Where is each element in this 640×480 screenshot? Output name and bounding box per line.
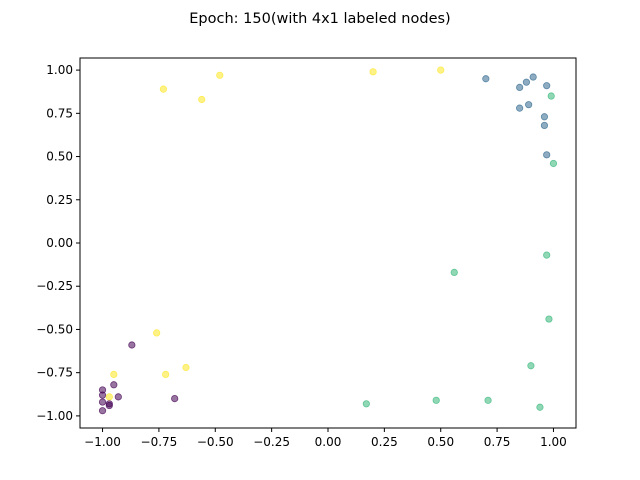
data-point: [171, 395, 179, 403]
x-tick-label: 0.75: [484, 435, 511, 449]
data-point: [543, 82, 551, 90]
data-point: [540, 121, 549, 130]
x-tick-label: 0.25: [371, 435, 398, 449]
data-point: [545, 315, 553, 323]
data-point: [98, 398, 107, 406]
data-point: [162, 370, 170, 379]
x-tick-label: −1.00: [84, 435, 121, 449]
data-point: [198, 95, 206, 104]
data-point: [105, 393, 113, 401]
data-point: [516, 104, 524, 112]
chart-title: Epoch: 150(with 4x1 labeled nodes): [189, 11, 450, 27]
data-point: [128, 341, 136, 349]
x-tick-label: −0.25: [253, 435, 290, 449]
x-tick-label: 0.00: [315, 435, 342, 449]
x-tick-label: 1.00: [540, 435, 567, 449]
x-tick-label: 0.50: [427, 435, 454, 449]
data-point: [182, 363, 190, 372]
y-tick-label: 0.50: [46, 150, 73, 164]
y-tick-label: −0.50: [36, 322, 73, 336]
data-point: [105, 401, 113, 410]
y-tick-label: −0.75: [36, 366, 73, 380]
data-point: [547, 92, 555, 100]
y-tick-label: −1.00: [36, 409, 73, 423]
data-point: [450, 268, 458, 276]
y-tick-label: 0.75: [46, 106, 73, 120]
y-tick-label: 1.00: [46, 63, 73, 77]
data-point: [482, 75, 490, 83]
data-point: [525, 101, 533, 109]
y-tick-label: 0.00: [46, 236, 73, 250]
data-point: [369, 68, 377, 76]
data-point: [362, 400, 370, 408]
data-point: [543, 151, 551, 159]
y-tick-label: −0.25: [36, 279, 73, 293]
data-point: [529, 73, 537, 81]
y-tick-label: 0.25: [46, 193, 73, 207]
x-tick-label: −0.50: [197, 435, 234, 449]
data-point: [516, 83, 524, 91]
plot-frame: [79, 57, 577, 429]
data-point: [98, 391, 107, 399]
data-point: [536, 403, 544, 411]
data-point: [432, 396, 440, 404]
x-tick-label: −0.75: [141, 435, 178, 449]
data-point: [484, 396, 492, 404]
data-point: [159, 85, 168, 93]
axes-layer: −1.00 −0.75 −0.50 −0.25 0.00 0.25 0.50 0.75 1.00…: [36, 63, 567, 449]
data-point: [527, 362, 535, 370]
data-point: [114, 393, 122, 401]
data-point: [543, 251, 551, 259]
data-point: [216, 71, 224, 79]
data-point: [540, 113, 549, 121]
points-layer: [98, 66, 558, 415]
data-point: [98, 407, 107, 415]
data-point: [110, 370, 118, 379]
data-point: [153, 329, 161, 337]
data-point: [549, 159, 558, 168]
data-point: [522, 78, 531, 86]
data-point: [110, 381, 118, 389]
data-point: [437, 66, 445, 74]
